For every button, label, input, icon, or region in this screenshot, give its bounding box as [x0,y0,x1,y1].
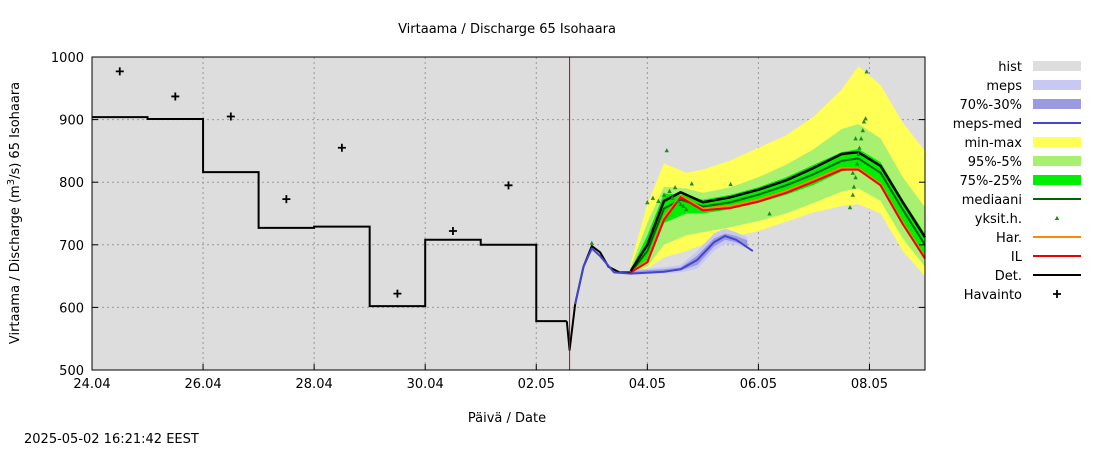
legend-swatch [1054,215,1060,220]
median-line [629,157,926,273]
member-marker [853,174,858,180]
y-tick-label: 800 [59,176,84,191]
havainto-marker [337,143,346,152]
member-marker [857,145,862,150]
member-marker [645,200,650,205]
x-tick-label: 06.05 [740,377,777,392]
havainto-marker [504,181,513,190]
legend-swatch [1033,175,1081,185]
axis-ticks: 24.04 26.04 28.04 30.04 02.05 04.05 06.05 08.05… [51,51,925,392]
legend: hist meps 70%-30% meps-med min-max 95%-5% 75%-… [953,60,1081,303]
x-tick-label: 26.04 [184,377,221,392]
series-markers [115,67,869,298]
y-axis-label-prefix: Virtaama / Discharge (m [8,185,23,344]
member-marker [850,192,856,197]
legend-label: Det. [995,269,1022,284]
member-marker [864,69,869,74]
x-tick-label: 28.04 [296,377,333,392]
x-axis-label: Päivä / Date [468,411,546,426]
chart-title: Virtaama / Discharge 65 Isohaara [398,22,616,37]
y-tick-label: 900 [59,114,84,129]
x-tick-label: 02.05 [518,377,555,392]
member-marker [667,188,672,193]
havainto-marker [448,227,457,236]
member-marker [656,198,661,203]
history-line [92,116,567,323]
member-marker [856,151,861,157]
legend-label: 95%-5% [968,155,1022,170]
y-axis-label: Virtaama / Discharge (m3/s) 65 Isohaara [6,82,23,344]
member-marker [858,136,864,141]
havainto-marker [393,289,402,298]
legend-swatch [1053,290,1061,298]
havainto-marker [226,112,235,121]
y-tick-label: 600 [59,301,84,316]
member-marker [728,181,733,187]
legend-label: Har. [996,231,1022,246]
member-marker [860,128,866,133]
legend-label: hist [998,60,1022,75]
member-marker [850,170,856,175]
legend-label: 75%-25% [960,174,1022,189]
legend-label: meps [986,79,1022,94]
legend-label: mediaani [962,193,1022,208]
member-marker [863,116,868,121]
legend-label: Havainto [964,288,1022,303]
member-marker [689,181,694,186]
har-line [630,166,926,274]
havainto-marker [171,92,180,101]
member-marker [847,205,853,210]
member-marker [681,203,686,208]
legend-swatch [1033,156,1081,166]
plot-frame [91,56,926,371]
member-marker [661,192,667,197]
member-marker [861,119,867,124]
x-tick-label: 08.05 [851,377,888,392]
member-marker [855,161,860,166]
member-marker [670,195,675,200]
member-marker [675,198,681,203]
timestamp: 2025-05-02 16:21:42 EEST [24,432,199,447]
legend-swatch [1033,137,1081,147]
x-tick-label: 30.04 [407,377,444,392]
member-marker [678,201,683,207]
series-lines [92,57,927,370]
x-tick-label: 04.05 [629,377,666,392]
legend-label: yksit.h. [975,212,1022,227]
meps-70-30-band [630,233,748,273]
member-marker [664,148,669,153]
legend-label: IL [1011,250,1023,265]
y-tick-label: 1000 [51,51,84,66]
havainto-marker [115,67,124,76]
p75-25-band [630,149,925,273]
meps-med-line [574,235,754,305]
member-marker [767,211,772,216]
legend-label: 70%-30% [960,98,1022,113]
member-marker [851,184,857,189]
legend-swatch [1033,61,1081,71]
member-marker [684,206,689,212]
legend-label: min-max [964,136,1022,151]
y-tick-label: 700 [59,239,84,254]
y-axis-label-sup: 3 [6,179,17,185]
x-tick-label: 24.04 [73,377,110,392]
havainto-marker [282,195,291,204]
legend-label: meps-med [953,117,1022,132]
member-marker [589,240,594,245]
member-marker [650,195,656,200]
y-tick-label: 500 [59,364,84,379]
legend-swatch [1033,99,1081,109]
member-marker [853,136,858,141]
legend-swatch [1033,80,1081,90]
y-axis-label-suffix: /s) 65 Isohaara [8,82,23,179]
det-line [629,150,927,272]
member-marker [672,185,678,190]
il-line [630,168,926,274]
forecast-start-line [565,245,631,351]
